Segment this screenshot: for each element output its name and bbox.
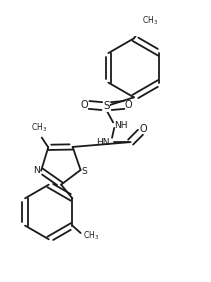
Text: CH$_3$: CH$_3$ (142, 14, 158, 27)
Text: NH: NH (114, 121, 128, 130)
Text: O: O (140, 124, 147, 134)
Text: S: S (82, 167, 87, 176)
Text: O: O (125, 100, 132, 110)
Text: S: S (103, 101, 110, 111)
Text: O: O (81, 100, 89, 110)
Text: N: N (33, 166, 40, 175)
Text: HN: HN (96, 138, 110, 147)
Text: CH$_3$: CH$_3$ (83, 229, 99, 242)
Text: CH$_3$: CH$_3$ (31, 122, 48, 134)
